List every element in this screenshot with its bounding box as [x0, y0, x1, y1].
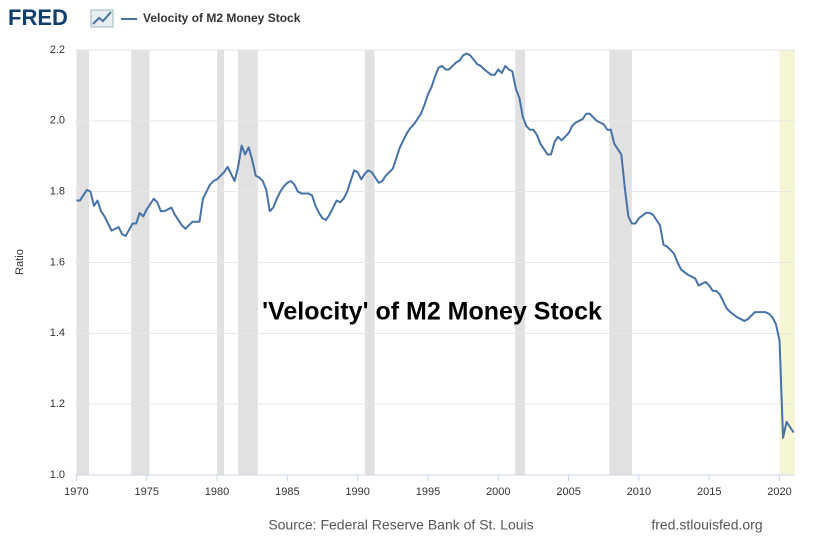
data-line	[76, 52, 795, 439]
x-tick-label: 1980	[205, 486, 229, 498]
y-tick-label: 2.2	[50, 44, 65, 56]
y-tick-label: 1.4	[50, 327, 65, 339]
x-tick-label: 1985	[275, 486, 299, 498]
logo-icon	[90, 9, 114, 28]
y-tick-label: 1.2	[50, 398, 65, 410]
x-tick-label: 1990	[345, 486, 369, 498]
annotation: 'Velocity' of M2 Money Stock	[262, 298, 602, 326]
logo: FRED	[8, 5, 68, 30]
site: fred.stlouisfed.org	[651, 517, 762, 533]
x-tick-label: 1975	[134, 486, 158, 498]
plot-area: 1.0 1.2 1.4 1.6 1.8 2.0 2.2 1970 1975 1980 1985 199…	[50, 44, 795, 498]
x-tick-label: 2000	[486, 486, 510, 498]
y-tick-label: 2.0	[50, 115, 65, 127]
x-tick-label: 2015	[697, 486, 721, 498]
x-tick-label: 1995	[416, 486, 440, 498]
y-tick-label: 1.8	[50, 186, 65, 198]
y-tick-label: 1.0	[50, 469, 65, 481]
legend-label: Velocity of M2 Money Stock	[143, 11, 301, 25]
x-tick-label: 1970	[64, 486, 88, 498]
x-tick-label: 2020	[767, 486, 791, 498]
x-tick-label: 2010	[627, 486, 651, 498]
y-tick-label: 1.6	[50, 256, 65, 268]
source: Source: Federal Reserve Bank of St. Loui…	[268, 517, 533, 533]
x-tick-label: 2005	[556, 486, 580, 498]
y-axis-label: Ratio	[14, 249, 26, 275]
